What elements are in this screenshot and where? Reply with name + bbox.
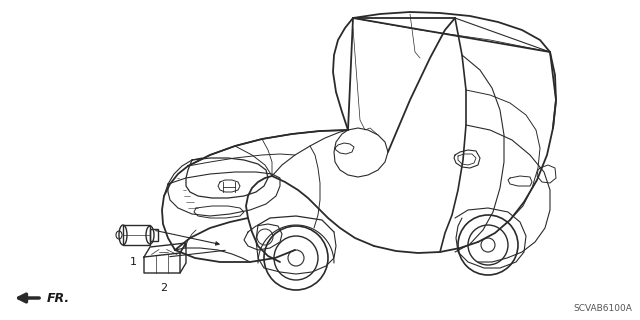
Text: 1: 1 — [129, 257, 136, 267]
Text: 2: 2 — [161, 283, 168, 293]
Text: FR.: FR. — [47, 292, 70, 306]
Bar — [150, 229, 158, 241]
Text: SCVAB6100A: SCVAB6100A — [573, 304, 632, 313]
